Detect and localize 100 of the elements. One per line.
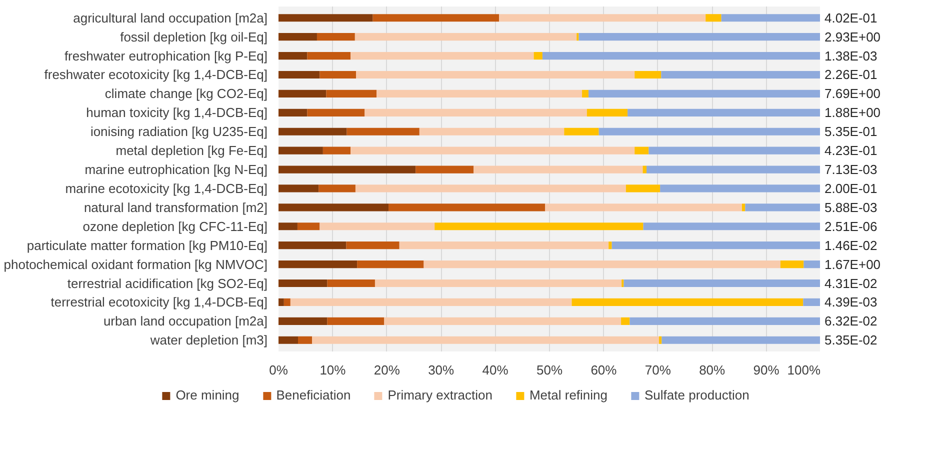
bar xyxy=(278,298,284,306)
bar xyxy=(297,222,320,230)
bar xyxy=(608,242,612,250)
y-tick-label: agricultural land occupation [m2a] xyxy=(73,10,268,26)
text: 5.35E-01 xyxy=(824,124,878,140)
bar xyxy=(642,166,647,174)
text: 2.51E-06 xyxy=(824,218,878,234)
x-tick-label: 10% xyxy=(320,362,346,378)
y-tick-label: ozone depletion [kg CFC-11-Eq] xyxy=(82,218,268,234)
bar xyxy=(322,146,351,154)
x-tick-label: 40% xyxy=(482,362,509,378)
bar xyxy=(320,70,356,79)
bar xyxy=(661,70,820,79)
legend-label: Sulfate production xyxy=(644,388,750,402)
text: 1.38E-03 xyxy=(824,48,878,64)
bar xyxy=(630,317,820,325)
y-tick-label: marine eutrophication [kg N-Eq] xyxy=(84,162,268,178)
text: 4.39E-03 xyxy=(824,294,878,310)
bar xyxy=(327,279,375,288)
bar xyxy=(364,108,587,116)
legend-label: Metal refining xyxy=(529,388,608,402)
bar xyxy=(376,90,582,98)
y-tick-label: freshwater eutrophication [kg P-Eq] xyxy=(64,48,268,64)
bar xyxy=(327,317,384,325)
bar xyxy=(419,128,564,136)
bar xyxy=(278,184,319,192)
bar xyxy=(545,204,742,212)
y-tick-label: water depletion [m3] xyxy=(149,332,268,348)
x-tick-label: 20% xyxy=(374,362,400,378)
text: 6.32E-02 xyxy=(824,314,878,329)
bar xyxy=(572,298,804,306)
bar xyxy=(542,52,820,60)
x-tick-label: 90% xyxy=(753,362,780,378)
bar xyxy=(307,108,365,116)
bar xyxy=(721,14,820,22)
y-tick-label: human toxicity [kg 1,4-DCB-Eq] xyxy=(86,105,268,120)
bar xyxy=(355,184,626,192)
bar xyxy=(434,222,644,230)
y-tick-label: particulate matter formation [kg PM10-Eq] xyxy=(26,238,268,253)
bar xyxy=(278,52,308,60)
text: 7.69E+00 xyxy=(824,86,881,102)
bar xyxy=(278,242,346,250)
x-tick-label: 30% xyxy=(428,362,455,378)
bar xyxy=(374,279,622,288)
bar xyxy=(626,184,660,192)
y-tick-label: marine ecotoxicity [kg 1,4-DCB-Eq] xyxy=(65,180,268,196)
bar xyxy=(354,33,577,41)
bar xyxy=(499,14,706,22)
text: 2.26E-01 xyxy=(824,67,878,82)
bar xyxy=(388,204,546,212)
bar xyxy=(612,242,820,250)
text: 1.46E-02 xyxy=(824,238,878,253)
bar xyxy=(624,279,820,288)
bar xyxy=(648,146,820,154)
bar xyxy=(634,146,649,154)
bar xyxy=(316,33,355,41)
y-tick-label: urban land occupation [m2a] xyxy=(103,314,268,329)
bar xyxy=(646,166,820,174)
y-tick-label: terrestrial acidification [kg SO2-Eq] xyxy=(67,276,268,291)
bar xyxy=(706,14,722,22)
text: 2.93E+00 xyxy=(824,29,881,44)
x-tick-label: 0% xyxy=(269,362,288,378)
x-tick-label: 60% xyxy=(590,362,618,378)
text: 4.31E-02 xyxy=(824,276,878,291)
bar xyxy=(424,260,780,268)
bar xyxy=(803,298,820,306)
bar xyxy=(643,222,820,230)
bar xyxy=(621,317,630,325)
bar xyxy=(346,242,400,250)
bar xyxy=(634,70,662,79)
bar xyxy=(357,260,424,268)
bar xyxy=(278,260,358,268)
bar xyxy=(346,128,420,136)
y-tick-label: metal depletion [kg Fe-Eq] xyxy=(116,143,268,158)
y-tick-label: terrestrial ecotoxicity [kg 1,4-DCB-Eq] xyxy=(50,294,268,310)
bar xyxy=(742,204,746,212)
y-tick-label: natural land transformation [m2] xyxy=(84,200,268,215)
bar xyxy=(278,166,416,174)
bar xyxy=(278,317,328,325)
text: 7.13E-03 xyxy=(824,162,878,178)
bar xyxy=(278,33,317,41)
bar xyxy=(278,279,328,288)
bar xyxy=(278,70,320,79)
text: 1.67E+00 xyxy=(824,256,881,272)
bar xyxy=(598,128,820,136)
y-tick-label: photochemical oxidant formation [kg NMVOC] xyxy=(4,256,268,272)
bar xyxy=(582,90,589,98)
text: 5.35E-02 xyxy=(824,332,878,348)
bar xyxy=(658,336,662,344)
bar xyxy=(534,52,542,60)
bar xyxy=(284,298,290,306)
bar xyxy=(278,90,326,98)
y-tick-label: climate change [kg CO2-Eq] xyxy=(104,86,268,102)
bar xyxy=(372,14,500,22)
bar xyxy=(416,166,474,174)
text: 4.23E-01 xyxy=(824,143,878,158)
bar xyxy=(578,33,820,41)
bar xyxy=(399,242,609,250)
bar xyxy=(662,336,820,344)
legend-label: Ore mining xyxy=(176,388,240,402)
